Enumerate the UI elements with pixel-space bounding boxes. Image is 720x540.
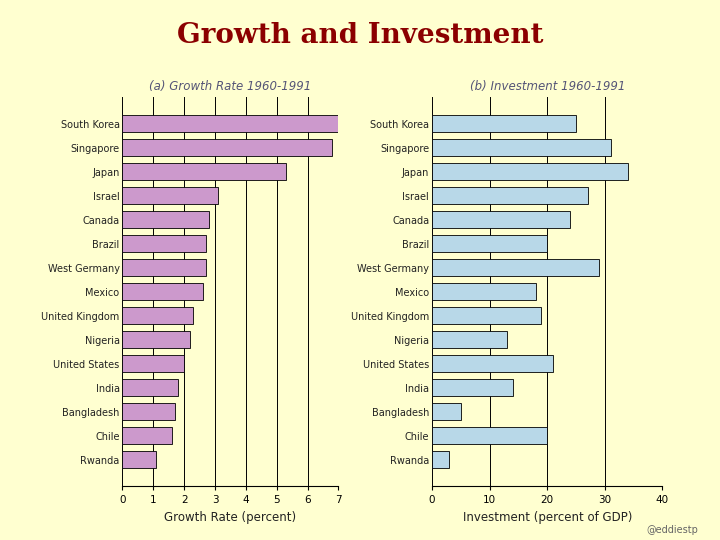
Bar [122,163,286,180]
Bar [432,235,547,252]
Bar [122,427,172,444]
Bar [432,139,611,156]
Bar [432,163,628,180]
Bar [122,403,175,420]
Bar [432,427,547,444]
Bar [432,259,599,276]
Bar [432,451,449,468]
Bar [122,259,206,276]
Bar [432,307,541,324]
Bar [122,379,178,396]
Bar [432,379,513,396]
Bar [432,283,536,300]
Bar [432,211,570,228]
Bar [122,307,194,324]
Bar [122,283,202,300]
Bar [432,355,553,372]
Bar [122,355,184,372]
Text: @eddiestp: @eddiestp [647,524,698,535]
Title: (b) Investment 1960-1991: (b) Investment 1960-1991 [469,80,625,93]
Bar [432,403,461,420]
X-axis label: Investment (percent of GDP): Investment (percent of GDP) [462,511,632,524]
Bar [122,139,332,156]
Text: Growth and Investment: Growth and Investment [176,22,544,49]
Bar [122,451,156,468]
Bar [432,187,588,204]
Title: (a) Growth Rate 1960-1991: (a) Growth Rate 1960-1991 [149,80,312,93]
X-axis label: Growth Rate (percent): Growth Rate (percent) [164,511,297,524]
Bar [432,331,507,348]
Bar [122,115,341,132]
Bar [432,115,576,132]
Bar [122,187,218,204]
Bar [122,235,206,252]
Bar [122,331,190,348]
Bar [122,211,209,228]
